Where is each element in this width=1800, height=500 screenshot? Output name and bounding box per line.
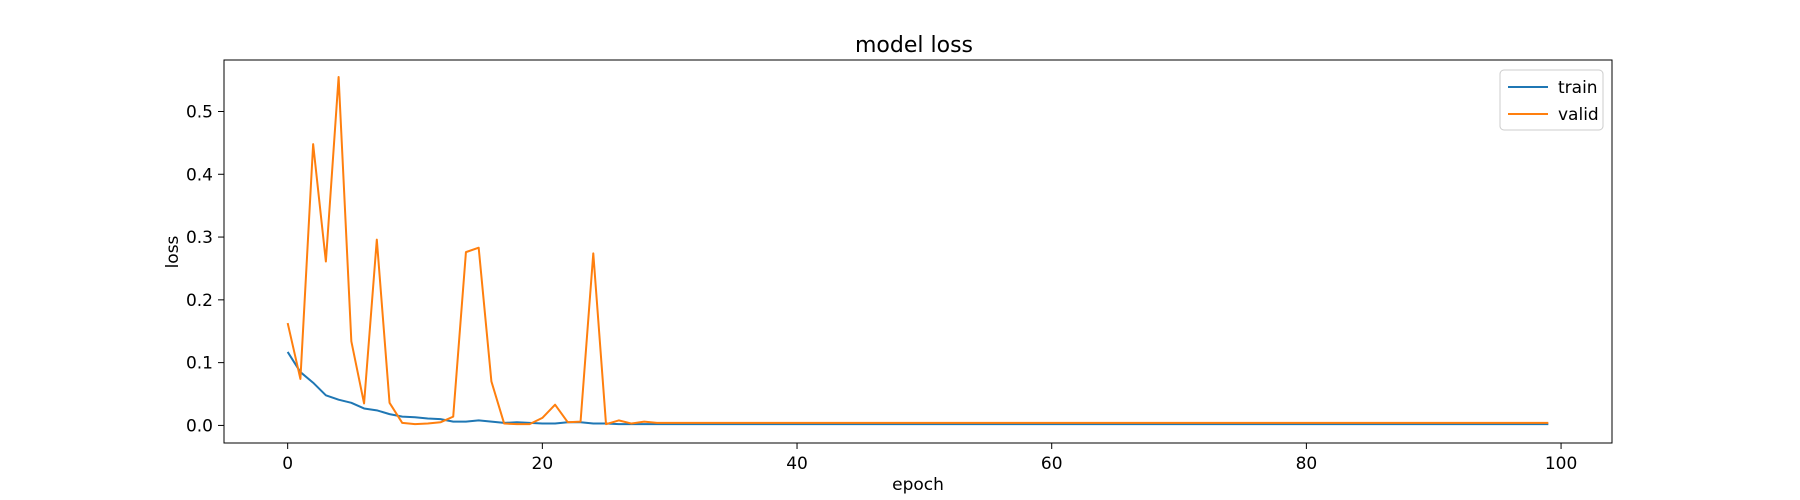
x-tick-label: 40 bbox=[786, 454, 808, 474]
plot-frame bbox=[223, 59, 1613, 444]
x-axis-label: epoch bbox=[892, 475, 944, 495]
y-tick-label: 0.1 bbox=[186, 354, 213, 374]
y-tick-label: 0.4 bbox=[186, 165, 213, 185]
y-axis-label: loss bbox=[163, 235, 183, 268]
legend-label-valid: valid bbox=[1558, 105, 1599, 125]
legend: train valid bbox=[1499, 69, 1604, 131]
x-tick-label: 80 bbox=[1296, 454, 1318, 474]
legend-label-train: train bbox=[1558, 78, 1598, 98]
series-line-train bbox=[286, 351, 1549, 426]
chart-title: model loss bbox=[855, 33, 973, 58]
series-lines bbox=[286, 75, 1549, 426]
y-tick-label: 0.5 bbox=[186, 102, 213, 122]
x-tick-label: 100 bbox=[1545, 454, 1577, 474]
x-tick-label: 0 bbox=[282, 454, 293, 474]
y-tick-label: 0.2 bbox=[186, 291, 213, 311]
x-tick-label: 60 bbox=[1041, 454, 1063, 474]
x-tick-label: 20 bbox=[532, 454, 554, 474]
y-tick-label: 0.0 bbox=[186, 416, 213, 436]
axes: 0 20 40 60 80 100 0.0 0.1 0.2 0.3 0.4 0.5 bbox=[186, 102, 1577, 474]
series-line-valid bbox=[286, 75, 1549, 426]
y-tick-label: 0.3 bbox=[186, 228, 213, 248]
